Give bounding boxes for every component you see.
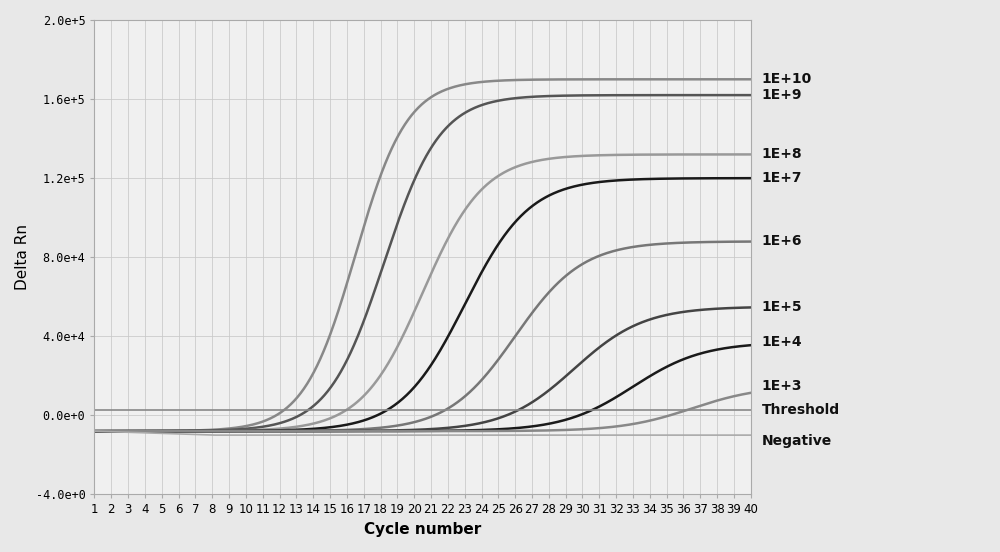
- Text: 1E+7: 1E+7: [762, 171, 802, 185]
- Text: 1E+5: 1E+5: [762, 300, 802, 314]
- Text: 1E+8: 1E+8: [762, 147, 802, 161]
- Text: 1E+6: 1E+6: [762, 235, 802, 248]
- Text: 1E+10: 1E+10: [762, 72, 812, 86]
- Text: 1E+4: 1E+4: [762, 335, 802, 349]
- Y-axis label: Delta Rn: Delta Rn: [15, 224, 30, 290]
- Text: Negative: Negative: [762, 434, 832, 448]
- Text: Threshold: Threshold: [762, 404, 840, 417]
- X-axis label: Cycle number: Cycle number: [364, 522, 481, 537]
- Text: 1E+9: 1E+9: [762, 88, 802, 102]
- Text: 1E+3: 1E+3: [762, 379, 802, 392]
